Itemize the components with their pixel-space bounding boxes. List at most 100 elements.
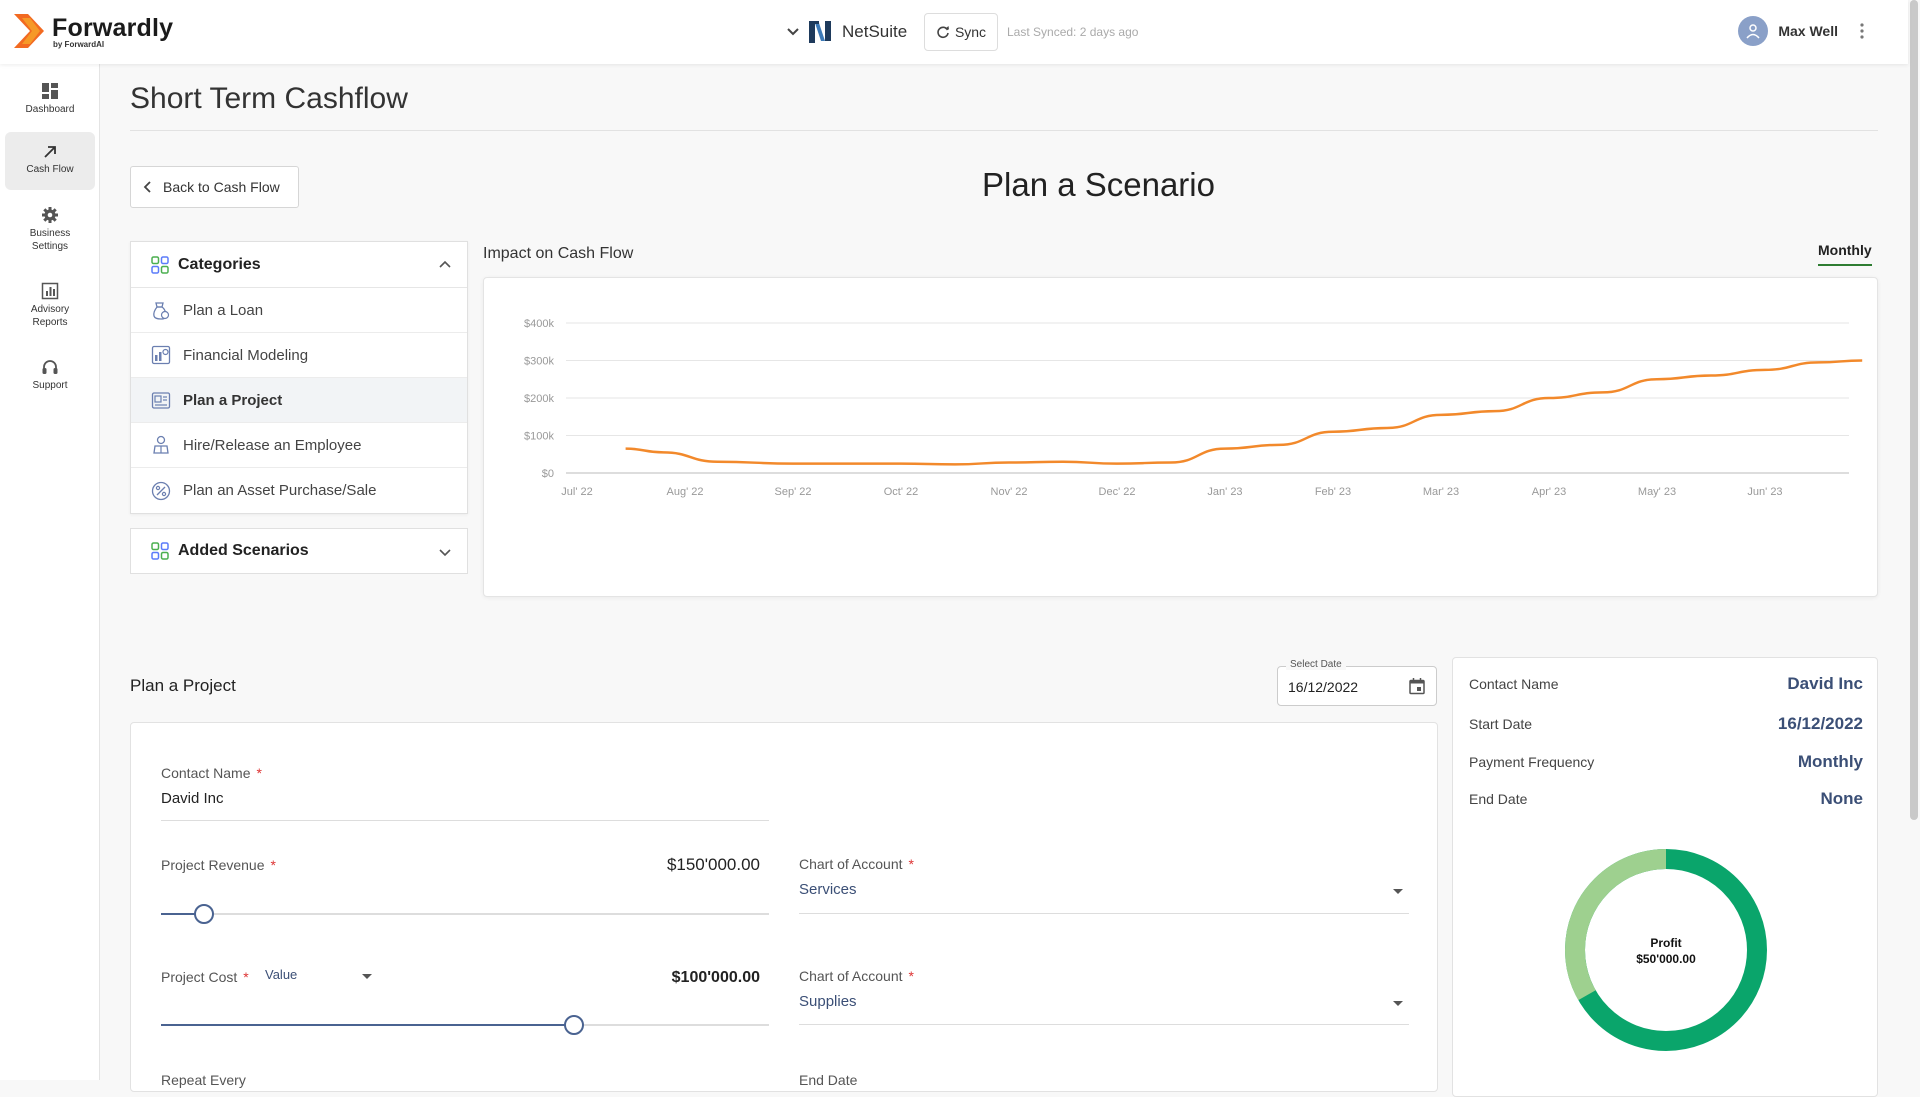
- brand-name: Forwardly: [52, 14, 174, 42]
- chevron-down-icon[interactable]: [439, 548, 451, 558]
- more-options-icon[interactable]: [1852, 19, 1872, 43]
- y-tick-label: $100k: [524, 431, 554, 443]
- category-financial-modeling[interactable]: Financial Modeling: [131, 333, 467, 378]
- project-revenue-slider-thumb[interactable]: [193, 904, 214, 924]
- contact-name-label: Contact Name *: [161, 765, 262, 781]
- cash-flow-chart-card: $0 $100k $200k $300k $400k Jul' 22 Aug' 22 Sep'…: [483, 277, 1878, 597]
- sidebar-item-label: Advisory: [30, 304, 70, 315]
- project-revenue-amount: $150'000.00: [666, 855, 760, 874]
- categories-panel: Categories Plan a Loan Financial Modelin…: [130, 241, 468, 514]
- category-label: Financial Modeling: [183, 346, 309, 364]
- sidebar-item-business-settings[interactable]: Business Settings: [5, 200, 95, 260]
- x-tick-label: Oct' 22: [884, 486, 919, 498]
- y-tick-label: $0: [542, 468, 554, 480]
- sidebar-item-label: Dashboard: [25, 104, 75, 115]
- project-cost-slider-fill: [161, 1024, 575, 1026]
- project-cost-type-dropdown-icon[interactable]: [362, 974, 372, 979]
- x-tick-label: Dec' 22: [1099, 486, 1136, 498]
- revenue-account-label: Chart of Account *: [799, 856, 914, 872]
- categories-title: Categories: [178, 255, 261, 273]
- categories-icon: [151, 542, 169, 560]
- calendar-icon[interactable]: [1408, 677, 1426, 695]
- donut-center-label: Profit $50'000.00: [1564, 935, 1768, 967]
- tab-monthly[interactable]: Monthly: [1818, 242, 1872, 266]
- category-label: Plan a Project: [183, 391, 283, 409]
- page-title: Short Term Cashflow: [130, 82, 408, 115]
- bar-chart-icon: [41, 282, 59, 300]
- project-cost-amount: $100'000.00: [671, 969, 760, 986]
- summary-value: David Inc: [1787, 674, 1863, 693]
- summary-end-date: End Date None: [1469, 789, 1863, 809]
- summary-key: Contact Name: [1469, 676, 1559, 692]
- x-tick-label: Mar' 23: [1423, 486, 1459, 498]
- erp-selector[interactable]: NetSuite: [786, 17, 907, 47]
- y-tick-label: $200k: [524, 393, 554, 405]
- sidebar-item-label: Settings: [31, 241, 69, 252]
- avatar[interactable]: [1738, 16, 1769, 46]
- cost-account-select[interactable]: Supplies: [799, 993, 857, 1010]
- x-tick-label: Nov' 22: [991, 486, 1028, 498]
- project-cost-slider-thumb[interactable]: [564, 1015, 585, 1035]
- category-label: Plan a Loan: [183, 301, 264, 319]
- cost-account-label: Chart of Account *: [799, 968, 914, 984]
- sidebar-item-label: Reports: [32, 317, 68, 328]
- sidebar-item-support[interactable]: Support: [5, 352, 95, 404]
- back-to-cash-flow-button[interactable]: Back to Cash Flow: [130, 166, 299, 208]
- gear-icon: [42, 207, 58, 223]
- cost-account-dropdown-icon[interactable]: [1393, 1001, 1403, 1006]
- added-scenarios-header[interactable]: Added Scenarios: [130, 528, 468, 574]
- chevron-up-icon[interactable]: [439, 259, 451, 269]
- cost-account-underline: [799, 1024, 1409, 1025]
- contact-name-input[interactable]: David Inc: [161, 790, 224, 807]
- revenue-account-dropdown-icon[interactable]: [1393, 889, 1403, 894]
- sidebar: Dashboard Cash Flow Business Settings Ad…: [0, 64, 100, 1080]
- chart-title: Impact on Cash Flow: [483, 245, 634, 262]
- revenue-account-select[interactable]: Services: [799, 881, 857, 898]
- asset-icon: [151, 481, 171, 500]
- top-bar: Forwardly by ForwardAI NetSuite Sync Las…: [0, 0, 1908, 64]
- arrow-up-right-icon: [44, 146, 56, 158]
- modeling-icon: [151, 345, 171, 365]
- sync-button[interactable]: Sync: [924, 13, 998, 51]
- revenue-account-underline: [799, 913, 1409, 914]
- select-date-label: Select Date: [1286, 659, 1346, 670]
- netsuite-icon: [809, 21, 831, 43]
- page-scrollbar[interactable]: [1910, 0, 1918, 820]
- select-date-field[interactable]: Select Date 16/12/2022: [1277, 659, 1437, 706]
- project-cost-type-select[interactable]: Value: [265, 967, 298, 982]
- sidebar-item-cash-flow[interactable]: Cash Flow: [5, 132, 95, 190]
- brand-sub: by ForwardAI: [53, 40, 105, 49]
- headset-icon: [42, 360, 58, 374]
- x-tick-label: Apr' 23: [1532, 486, 1567, 498]
- x-tick-label: Feb' 23: [1315, 486, 1351, 498]
- x-tick-label: Jun' 23: [1747, 486, 1782, 498]
- summary-key: End Date: [1469, 791, 1528, 807]
- category-hire-release-employee[interactable]: Hire/Release an Employee: [131, 423, 467, 468]
- chevron-left-icon: [143, 181, 151, 193]
- profit-label: Profit: [1650, 936, 1682, 950]
- x-tick-label: Sep' 22: [775, 486, 812, 498]
- cash-flow-chart: $0 $100k $200k $300k $400k Jul' 22 Aug' 22 Sep'…: [524, 318, 1863, 498]
- categories-icon: [151, 255, 169, 274]
- sidebar-item-advisory-reports[interactable]: Advisory Reports: [5, 276, 95, 336]
- summary-payment-frequency: Payment Frequency Monthly: [1469, 752, 1863, 772]
- user-name: Max Well: [1778, 23, 1838, 39]
- summary-value: None: [1820, 789, 1864, 808]
- project-revenue-slider-track[interactable]: [161, 913, 769, 915]
- title-divider: [130, 130, 1878, 131]
- added-scenarios-title: Added Scenarios: [178, 542, 309, 559]
- brand-logo[interactable]: Forwardly by ForwardAI: [14, 14, 173, 49]
- category-asset-purchase-sale[interactable]: Plan an Asset Purchase/Sale: [131, 468, 467, 513]
- erp-name: NetSuite: [842, 22, 908, 41]
- category-plan-a-project[interactable]: Plan a Project: [131, 378, 467, 423]
- category-plan-a-loan[interactable]: Plan a Loan: [131, 288, 467, 333]
- sidebar-item-label: Cash Flow: [26, 164, 74, 175]
- user-menu[interactable]: Max Well: [1738, 16, 1872, 46]
- categories-header[interactable]: Categories: [131, 242, 467, 288]
- sidebar-item-label: Business: [29, 228, 71, 239]
- project-form: Contact Name * David Inc Project Revenue *…: [130, 722, 1438, 1092]
- sidebar-item-dashboard[interactable]: Dashboard: [5, 76, 95, 128]
- summary-contact-name: Contact Name David Inc: [1469, 674, 1863, 694]
- profit-value: $50'000.00: [1636, 952, 1696, 966]
- project-cost-label: Project Cost *: [161, 969, 249, 985]
